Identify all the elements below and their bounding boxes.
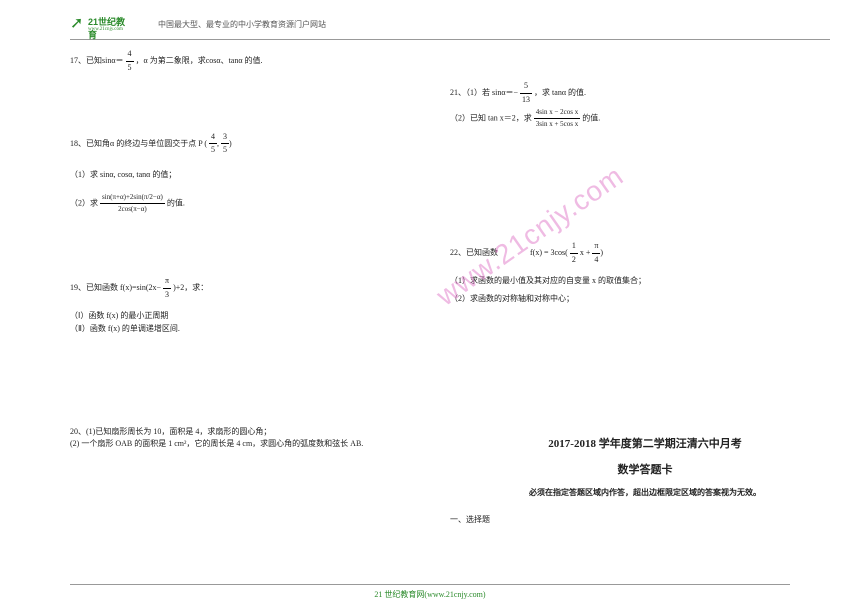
q18-expr: sin(π+α)+2sin(π/2−α) 2cos(π−α) — [100, 192, 165, 215]
right-column: 21、（1）若 sinα＝− 5 13 ，求 tanα 的值. （2）已知 ta… — [450, 48, 840, 527]
question-17: 17、已知sinα＝ 4 5 ，α 为第二象限，求cosα、tanα 的值. — [70, 48, 460, 75]
answer-card-title-block: 2017-2018 学年度第二学期汪清六中月考 数学答题卡 必须在指定答题区域内… — [450, 436, 840, 500]
q18-part1: （1）求 sinα, cosα, tanα 的值； — [70, 169, 460, 182]
page-footer: 21 世纪教育网(www.21cnjy.com) — [70, 584, 790, 600]
q21-l2b: 的值. — [582, 113, 600, 122]
q18-p2-suffix: 的值. — [167, 199, 185, 208]
q22-func: f(x) = 3cos( 1 2 x + π 4 ) — [530, 248, 603, 257]
q19-frac: π 3 — [163, 275, 171, 302]
question-18: 18、已知角α 的终边与单位圆交于点 P ( 4 5 , 3 5 ) （1）求 … — [70, 131, 460, 216]
point-y: 3 5 — [221, 131, 229, 158]
q21-l1a: 21、（1）若 sinα＝− — [450, 88, 518, 97]
page-header: ➚ 21世纪教育 www.21cnjy.com 中国最大型、最专业的中小学教育资… — [70, 10, 830, 40]
question-20: 20、(1)已知扇形周长为 10，面积是 4，求扇形的圆心角； (2) 一个扇形… — [70, 426, 460, 452]
frac-num: 4 — [126, 48, 134, 62]
q17-suffix: ，α 为第二象限，求cosα、tanα 的值. — [136, 56, 263, 65]
q21-l1b: ，求 tanα 的值. — [534, 88, 586, 97]
q18-stem: 18、已知角α 的终边与单位圆交于点 P ( 4 5 , 3 5 ) — [70, 131, 460, 158]
left-column: 17、已知sinα＝ 4 5 ，α 为第二象限，求cosα、tanα 的值. 1… — [70, 48, 460, 471]
q20-part2: (2) 一个扇形 OAB 的面积是 1 cm²，它的周长是 4 cm，求圆心角的… — [70, 438, 460, 451]
q17-prefix: 17、已知sinα＝ — [70, 56, 124, 65]
q19-line1: 19、已知函数 f(x)=sin(2x− — [70, 284, 161, 293]
q22-part1: （1）求函数的最小值及其对应的自变量 x 的取值集合； — [450, 275, 840, 288]
q22-phase: π 4 — [592, 240, 600, 267]
site-logo: ➚ 21世纪教育 www.21cnjy.com — [70, 13, 128, 37]
card-title: 数学答题卡 — [450, 462, 840, 480]
q22-stem: 22、已知函数 f(x) = 3cos( 1 2 x + π 4 ) — [450, 240, 840, 267]
q18-line1: 18、已知角α 的终边与单位圆交于点 P — [70, 139, 202, 148]
question-22: 22、已知函数 f(x) = 3cos( 1 2 x + π 4 ) （1）求函… — [450, 240, 840, 306]
q18-p2-prefix: （2）求 — [70, 199, 98, 208]
q19-line1b: )+2，求： — [173, 284, 208, 293]
question-21: 21、（1）若 sinα＝− 5 13 ，求 tanα 的值. （2）已知 ta… — [450, 80, 840, 130]
q21-part2: （2）已知 tan x＝2，求 4sin x − 2cos x 3sin x +… — [450, 107, 840, 130]
card-note: 必须在指定答题区域内作答，超出边框限定区域的答案视为无效。 — [450, 487, 840, 500]
q21-part1: 21、（1）若 sinα＝− 5 13 ，求 tanα 的值. — [450, 80, 840, 107]
q20-part1: 20、(1)已知扇形周长为 10，面积是 4，求扇形的圆心角； — [70, 426, 460, 439]
question-19: 19、已知函数 f(x)=sin(2x− π 3 )+2，求： （Ⅰ）函数 f(… — [70, 275, 460, 335]
q21-l2a: （2）已知 tan x＝2，求 — [450, 113, 532, 122]
frac-den: 5 — [126, 62, 134, 75]
point-x: 4 5 — [209, 131, 217, 158]
q22-part2: （2）求函数的对称轴和对称中心； — [450, 293, 840, 306]
q19-part1: （Ⅰ）函数 f(x) 的最小正周期 — [70, 310, 460, 323]
exam-title: 2017-2018 学年度第二学期汪清六中月考 — [450, 436, 840, 454]
logo-runner-icon: ➚ — [70, 13, 83, 33]
q17-fraction: 4 5 — [126, 48, 134, 75]
q19-part2: （Ⅱ）函数 f(x) 的单调递增区间. — [70, 323, 460, 336]
logo-url: www.21cnjy.com — [88, 27, 123, 32]
q18-part2: （2）求 sin(π+α)+2sin(π/2−α) 2cos(π−α) 的值. — [70, 192, 460, 215]
q19-stem: 19、已知函数 f(x)=sin(2x− π 3 )+2，求： — [70, 275, 460, 302]
q22-coef: 1 2 — [570, 240, 578, 267]
q21-frac1: 5 13 — [520, 80, 532, 107]
header-tagline: 中国最大型、最专业的中小学教育资源门户网站 — [158, 19, 326, 30]
q21-expr: 4sin x − 2cos x 3sin x + 5cos x — [534, 107, 580, 130]
q18-point: ( 4 5 , 3 5 ) — [204, 139, 231, 148]
q22-prefix: 22、已知函数 — [450, 248, 498, 257]
section-1-label: 一、选择题 — [450, 514, 840, 527]
